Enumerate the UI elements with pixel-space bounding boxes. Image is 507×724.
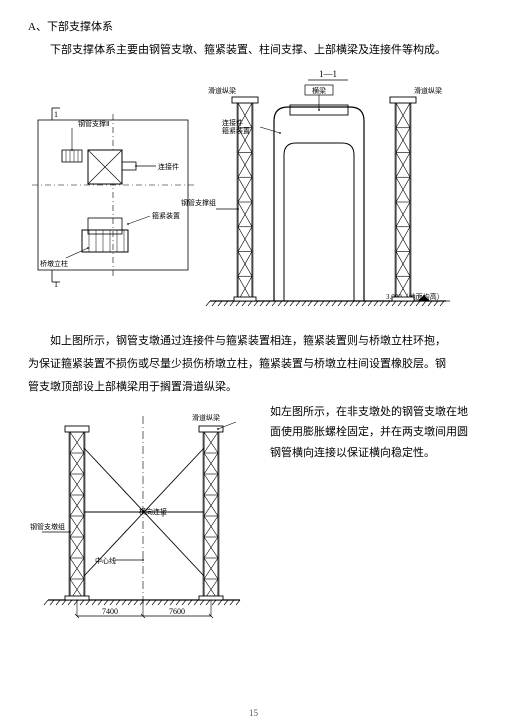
svg-text:箍紧装置: 箍紧装置 [222, 126, 250, 135]
svg-text:钢管支撑组: 钢管支撑组 [181, 198, 216, 207]
svg-text:连接件: 连接件 [158, 162, 179, 171]
figure-2-svg: 滑道纵梁横向连接钢管支墩组中心线 7400 7600 [28, 402, 258, 632]
svg-text:7400: 7400 [102, 607, 118, 616]
svg-text:滑道纵梁: 滑道纵梁 [192, 413, 220, 422]
section-heading: A、下部支撑体系 [28, 18, 479, 34]
svg-text:中心线: 中心线 [95, 556, 116, 565]
svg-text:7600: 7600 [169, 607, 185, 616]
svg-text:1: 1 [54, 110, 58, 119]
paragraph-2a: 如上图所示，钢管支墩通过连接件与箍紧装置相连，箍紧装置则与桥墩立柱环抱， [28, 331, 479, 352]
figure-2-caption: 如左图所示，在非支墩处的钢管支墩在地面使用膨胀螺栓固定，并在两支墩间用圆钢管横向… [270, 402, 470, 465]
svg-text:1: 1 [54, 280, 58, 289]
svg-text:连接件: 连接件 [222, 118, 243, 127]
page-number: 15 [0, 708, 507, 718]
svg-text:横梁: 横梁 [312, 86, 326, 95]
svg-text:钢管支墩组: 钢管支墩组 [30, 522, 65, 531]
paragraph-2b: 为保证箍紧装置不损伤或尽量少损伤桥墩立柱，箍紧装置与桥墩立柱间设置橡胶层。钢 [28, 354, 479, 375]
figure-1: 1—111钢管支撑Ⅱ连接件箍紧装置桥墩立柱3.000（地面均高）横梁连接件箍紧装… [28, 65, 479, 325]
svg-text:滑道纵梁: 滑道纵梁 [414, 86, 442, 95]
svg-text:滑道纵梁: 滑道纵梁 [208, 86, 236, 95]
svg-text:1—1: 1—1 [319, 69, 337, 79]
figure-1-svg: 1—111钢管支撑Ⅱ连接件箍紧装置桥墩立柱3.000（地面均高）横梁连接件箍紧装… [28, 65, 478, 325]
paragraph-2c: 管支墩顶部设上部横梁用于搁置滑道纵梁。 [28, 377, 479, 398]
figure-2-row: 滑道纵梁横向连接钢管支墩组中心线 7400 7600 如左图所示，在非支墩处的钢管支… [28, 402, 479, 632]
svg-text:箍紧装置: 箍紧装置 [152, 211, 180, 220]
svg-text:桥墩立柱: 桥墩立柱 [40, 259, 68, 268]
svg-text:横向连接: 横向连接 [139, 507, 167, 516]
intro-paragraph: 下部支撑体系主要由钢管支墩、箍紧装置、柱间支撑、上部横梁及连接件等构成。 [28, 40, 479, 61]
svg-text:钢管支撑Ⅱ: 钢管支撑Ⅱ [78, 119, 109, 128]
